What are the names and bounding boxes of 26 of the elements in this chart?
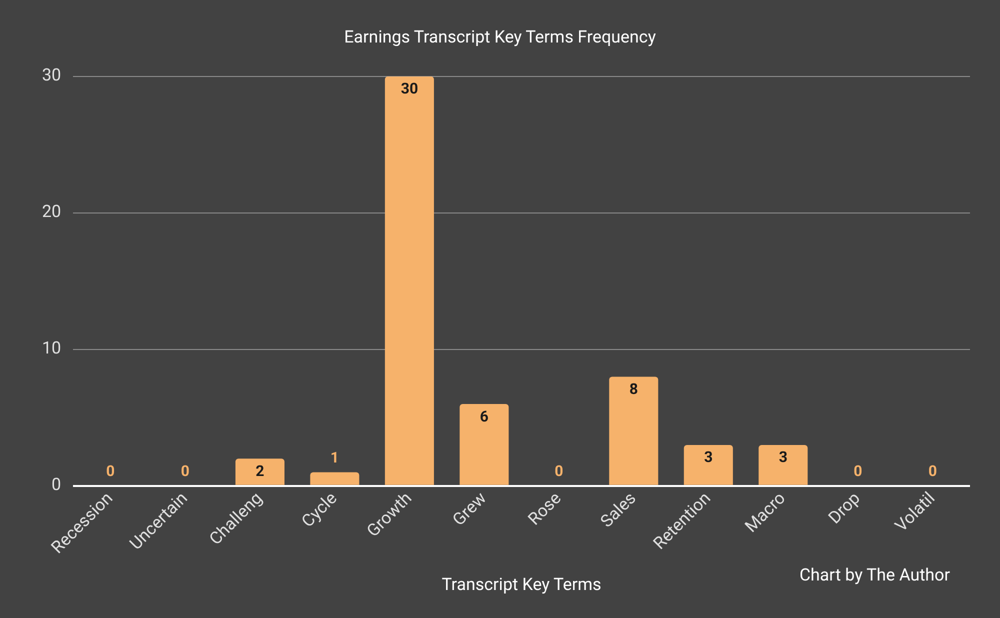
- text: Chart by The Author: [799, 565, 950, 586]
- data-label: 0: [554, 462, 564, 480]
- y-tick-label: 0: [52, 475, 62, 496]
- data-label: 0: [928, 462, 937, 480]
- data-label: 1: [330, 448, 340, 466]
- bar: [460, 404, 509, 485]
- data-label: 6: [480, 407, 489, 426]
- bar: [384, 76, 434, 485]
- bar: [758, 444, 808, 485]
- data-label: 8: [629, 380, 638, 398]
- y-tick-label: 10: [42, 338, 62, 359]
- bar: [609, 376, 658, 485]
- data-label: 30: [400, 80, 418, 98]
- y-tick-label: 30: [42, 66, 62, 86]
- data-label: 3: [778, 448, 788, 466]
- bar: [235, 458, 284, 485]
- data-label: 2: [256, 462, 265, 480]
- data-label: 0: [854, 462, 862, 480]
- x-axis-title: Transcript Key Terms: [442, 575, 602, 596]
- data-label: 3: [704, 448, 713, 466]
- bar: [310, 472, 360, 485]
- bar: [684, 444, 733, 485]
- chart-title: Earnings Transcript Key Terms Frequency: [344, 27, 656, 48]
- data-label: 0: [180, 462, 190, 480]
- data-label: 0: [106, 462, 115, 480]
- y-tick-label: 20: [42, 202, 62, 222]
